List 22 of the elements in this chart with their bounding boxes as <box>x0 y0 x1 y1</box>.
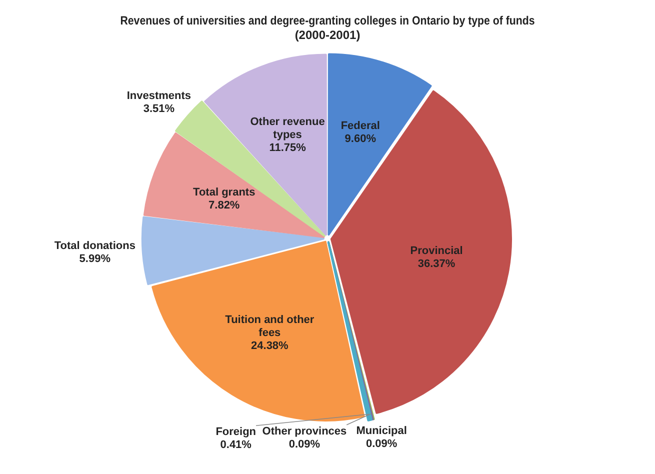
data-label: 7.82% <box>208 199 240 212</box>
data-label: 5.99% <box>79 252 111 265</box>
chart-subtitle: (2000-2001) <box>294 28 360 42</box>
slice-label: Municipal <box>356 425 407 438</box>
data-label: 0.41% <box>220 439 252 452</box>
slice-label: Other revenue types <box>250 116 325 142</box>
data-label: 36.37% <box>418 258 456 270</box>
data-label: 24.38% <box>251 340 289 352</box>
slice-label: Tuition and other fees <box>225 314 315 339</box>
chart-title: Revenues of universities and degree-granting colleges in Ontario by type of funds <box>120 14 535 28</box>
slice-label: Federal <box>340 120 380 132</box>
data-label: 9.60% <box>344 133 376 146</box>
slice-label: Provincial <box>410 245 463 258</box>
data-label: 3.51% <box>143 103 175 115</box>
slice-label: Foreign <box>216 426 256 438</box>
slice-label: Total grants <box>193 186 256 198</box>
data-label: 0.09% <box>288 438 320 450</box>
slice-label: Other provinces <box>262 425 347 438</box>
slice-label: Investments <box>126 90 192 102</box>
data-label: 0.09% <box>366 438 398 450</box>
slice-label: Total donations <box>54 240 136 252</box>
data-label: 11.75% <box>269 142 306 154</box>
